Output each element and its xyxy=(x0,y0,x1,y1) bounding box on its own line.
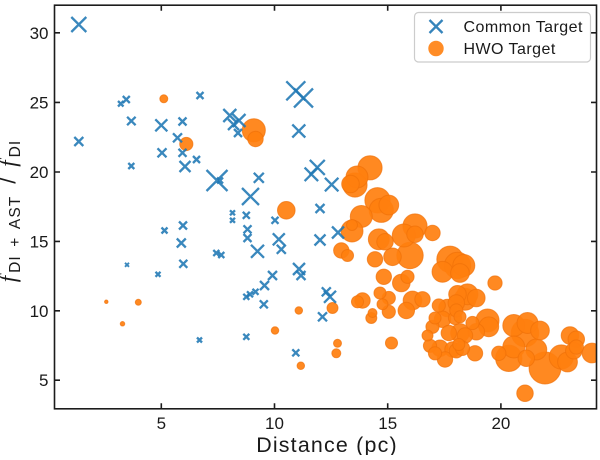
svg-text:15: 15 xyxy=(30,232,49,251)
svg-text:10: 10 xyxy=(265,414,284,433)
svg-text:15: 15 xyxy=(378,414,397,433)
svg-text:Common Target: Common Target xyxy=(464,19,583,36)
svg-text:30: 30 xyxy=(30,24,49,43)
svg-text:20: 20 xyxy=(491,414,510,433)
svg-text:10: 10 xyxy=(30,302,49,321)
svg-text:25: 25 xyxy=(30,93,49,112)
svg-text:20: 20 xyxy=(30,163,49,182)
svg-text:fDI + AST / fDI: fDI + AST / fDI xyxy=(0,140,24,283)
svg-text:5: 5 xyxy=(39,371,48,390)
svg-text:HWO Target: HWO Target xyxy=(464,41,556,58)
svg-text:5: 5 xyxy=(157,414,166,433)
svg-text:Distance (pc): Distance (pc) xyxy=(256,433,398,455)
